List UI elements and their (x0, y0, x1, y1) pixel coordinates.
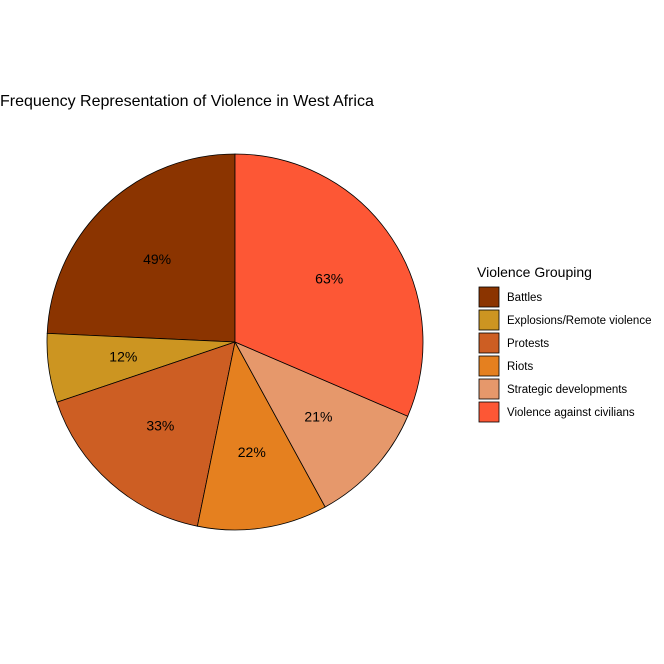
pie: 49% 12% 33% 22% 21% 63% (46, 153, 424, 531)
legend-label: Strategic developments (507, 384, 627, 396)
slice-label: 33% (146, 417, 174, 433)
legend-key (478, 332, 500, 354)
legend-key (478, 355, 500, 377)
legend: Violence Grouping Battles Explosions/Remo… (477, 264, 651, 423)
legend-label: Protests (507, 338, 549, 350)
legend-key (478, 309, 500, 331)
slice-label: 21% (304, 409, 332, 425)
chart-title: Frequency Representation of Violence in … (0, 93, 374, 110)
legend-key (478, 401, 500, 423)
pie-slice-battles (46, 153, 236, 343)
slice-label: 22% (238, 444, 266, 460)
slice-label: 63% (315, 271, 343, 287)
legend-label: Explosions/Remote violence (507, 315, 651, 327)
slice-label: 49% (143, 251, 171, 267)
pie-slice-strategic-developments (234, 341, 409, 508)
legend-label: Battles (507, 292, 542, 304)
legend-label: Riots (507, 361, 533, 373)
legend-key (478, 286, 500, 308)
pie-slice-protests (56, 341, 236, 527)
pie-slice-violence-against-civilians (234, 153, 424, 417)
legend-title: Violence Grouping (477, 264, 592, 280)
legend-label: Violence against civilians (507, 407, 635, 419)
pie-slice-riots (196, 340, 326, 531)
slice-label: 12% (109, 348, 137, 364)
legend-key (478, 378, 500, 400)
